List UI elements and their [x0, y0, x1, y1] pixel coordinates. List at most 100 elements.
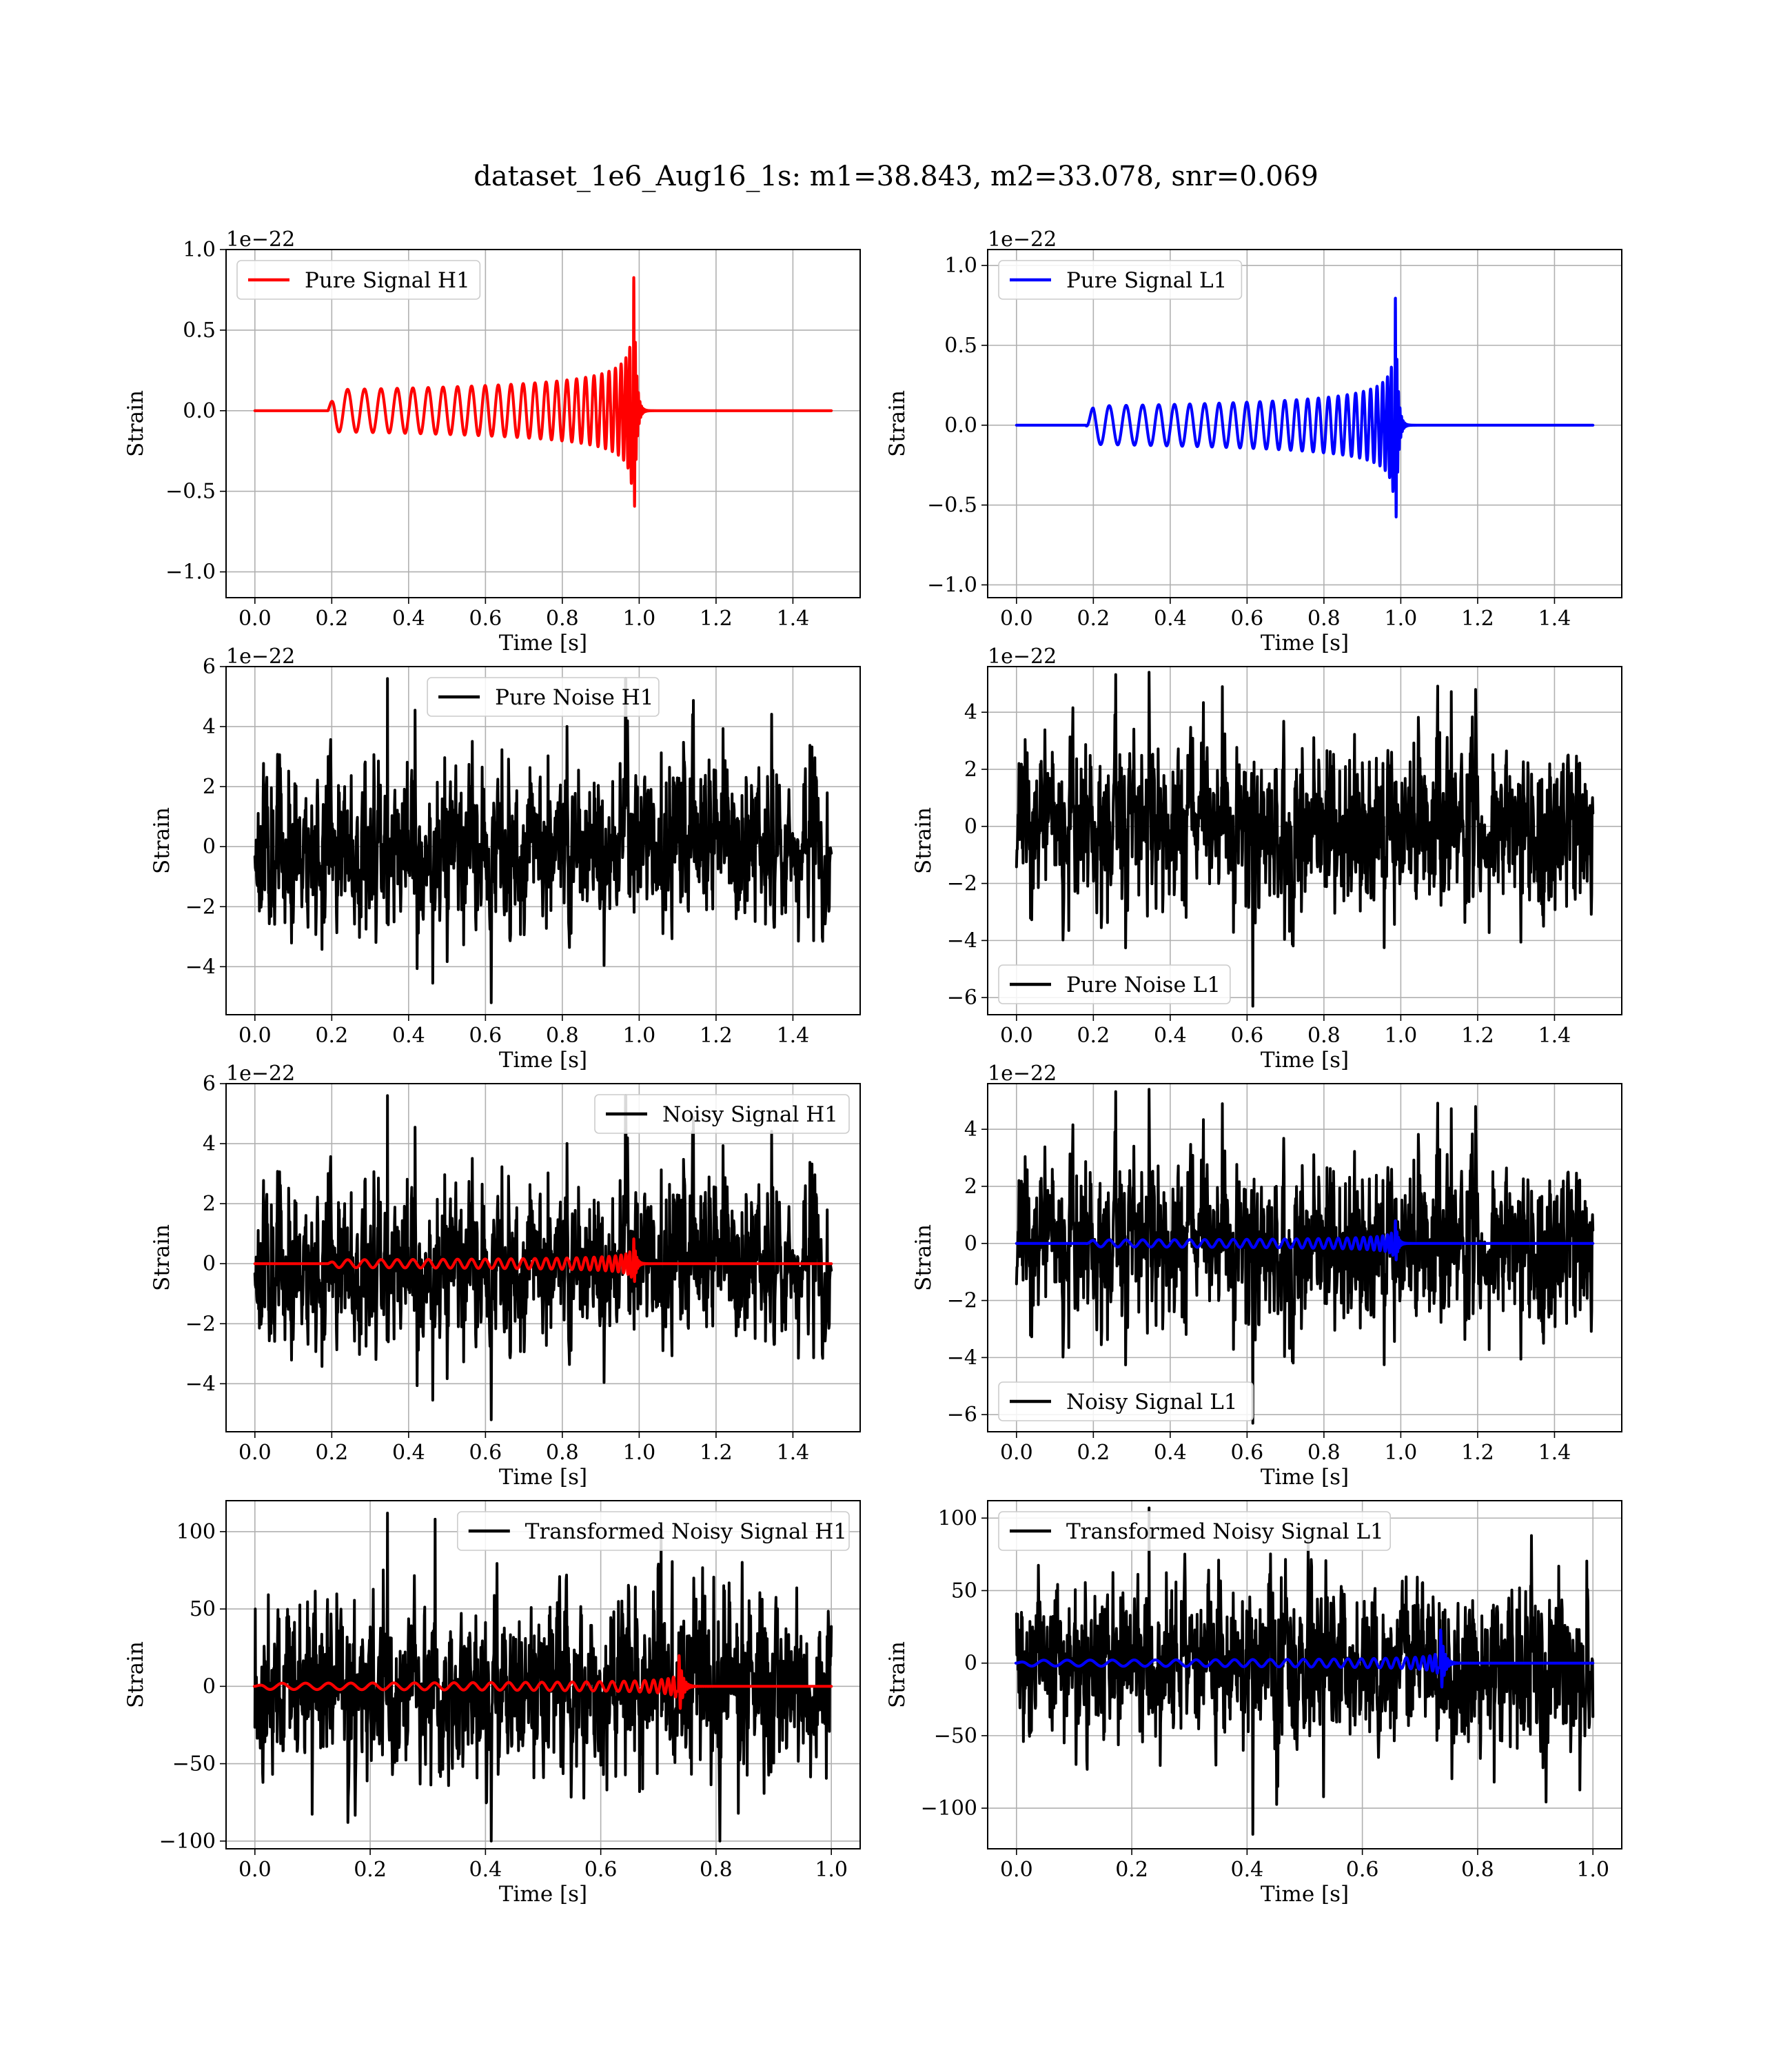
x-tick-label: 1.4 [777, 1024, 810, 1048]
plot-area [1015, 296, 1595, 519]
y-tick-label: 2 [203, 775, 216, 799]
x-axis-label: Time [s] [499, 1882, 587, 1907]
x-tick-label: 0.6 [584, 1858, 618, 1882]
y-tick-label: 0 [203, 1252, 216, 1276]
x-tick-label: 1.0 [1576, 1858, 1609, 1882]
x-tick-label: 0.4 [392, 1441, 425, 1465]
axes-frame [987, 1500, 1622, 1849]
y-tick-label: −4 [947, 1346, 977, 1370]
subplot-pure-signal-l1: 0.0 0.2 0.4 0.6 0.8 1.0 1.2 1.4 −1.0 −0.5 0.0 0.5 1.… [885, 227, 1622, 656]
y-tick-label: 2 [964, 1175, 977, 1199]
x-tick-label: 0.8 [546, 1024, 579, 1048]
x-tick-label: 0.8 [1307, 1024, 1341, 1048]
x-tick-label: 0.4 [469, 1858, 502, 1882]
y-tick-label: −100 [159, 1829, 216, 1854]
y-tick-label: 100 [176, 1520, 216, 1544]
x-tick-label: 0.4 [1154, 1024, 1187, 1048]
x-tick-label: 0.6 [1231, 607, 1264, 631]
signal-line-pure-signal-h1 [253, 276, 833, 508]
x-tick-label: 0.4 [1154, 607, 1187, 631]
x-tick-label: 1.0 [1385, 1441, 1418, 1465]
y-tick-label: −100 [921, 1796, 977, 1821]
x-tick-label: 0.6 [469, 1024, 502, 1048]
x-tick-label: 0.2 [315, 1441, 348, 1465]
axes-frame [987, 1083, 1622, 1432]
x-tick-label: 0.6 [1231, 1441, 1264, 1465]
x-axis-label: Time [s] [1261, 1048, 1349, 1073]
noise-line-pure-noise-l1 [1015, 671, 1595, 1008]
legend-label: Transformed Noisy Signal H1 [525, 1519, 847, 1544]
y-tick-label: 6 [203, 1072, 216, 1096]
x-tick-label: 1.0 [623, 607, 656, 631]
x-tick-label: 0.8 [700, 1858, 733, 1882]
y-tick-label: −4 [185, 1372, 216, 1396]
x-tick-label: 1.4 [1538, 607, 1571, 631]
x-tick-label: 0.2 [1077, 1441, 1110, 1465]
x-tick-label: 0.0 [1000, 1858, 1033, 1882]
y-axis-label: Strain [911, 1224, 936, 1291]
x-tick-label: 1.0 [623, 1441, 656, 1465]
signal-line-pure-signal-l1 [1015, 296, 1595, 519]
y-tick-label: 0 [203, 1674, 216, 1699]
x-tick-label: 0.0 [238, 1858, 272, 1882]
legend-frame [456, 1511, 850, 1551]
y-offset-label: 1e−22 [988, 227, 1057, 252]
x-tick-label: 0.2 [1077, 1024, 1110, 1048]
noise-line-pure-noise-h1 [253, 677, 833, 1004]
legend-frame [998, 1511, 1392, 1551]
legend-frame [594, 1094, 850, 1134]
y-tick-label: −6 [947, 1403, 977, 1427]
noise-line-transformed-noisy-signal-l1 [1015, 1506, 1595, 1836]
plot-area [253, 1094, 833, 1421]
x-tick-label: 1.0 [1385, 607, 1418, 631]
x-tick-label: 0.0 [238, 607, 272, 631]
y-tick-label: 0.0 [183, 399, 216, 423]
x-tick-label: 1.2 [1461, 1441, 1494, 1465]
x-tick-label: 0.4 [1231, 1858, 1264, 1882]
legend-frame [998, 260, 1243, 300]
y-tick-label: 0.5 [944, 334, 977, 358]
y-tick-label: 0 [203, 835, 216, 859]
y-offset-label: 1e−22 [988, 1062, 1057, 1086]
x-axis-label: Time [s] [1261, 1465, 1349, 1490]
legend: Noisy Signal L1 [998, 1381, 1254, 1421]
legend: Noisy Signal H1 [594, 1094, 850, 1134]
y-tick-label: −1.0 [927, 573, 977, 597]
y-tick-label: −2 [185, 895, 216, 919]
axes-frame [987, 666, 1622, 1015]
x-tick-label: 0.6 [1231, 1024, 1264, 1048]
x-tick-label: 0.2 [354, 1858, 387, 1882]
axes-frame [225, 1500, 861, 1849]
x-tick-label: 1.2 [700, 1441, 733, 1465]
signal-line-transformed-noisy-signal-l1 [1014, 1628, 1595, 1689]
x-axis-label: Time [s] [499, 1048, 587, 1073]
signal-line-noisy-signal-l1 [1015, 1219, 1595, 1261]
x-tick-label: 1.4 [777, 607, 810, 631]
legend-label: Transformed Noisy Signal L1 [1066, 1519, 1384, 1544]
y-tick-label: 100 [938, 1506, 977, 1530]
x-tick-label: 1.2 [700, 607, 733, 631]
y-axis-label: Strain [123, 1641, 148, 1708]
y-tick-label: −0.5 [165, 480, 216, 504]
plot-area [252, 1511, 833, 1843]
x-tick-label: 0.6 [1346, 1858, 1379, 1882]
x-tick-label: 0.2 [1115, 1858, 1148, 1882]
axes-frame [225, 1083, 861, 1432]
signal-line-transformed-noisy-signal-h1 [252, 1654, 833, 1710]
y-tick-label: 6 [203, 655, 216, 679]
y-tick-label: 4 [964, 1117, 977, 1142]
y-tick-label: 50 [190, 1597, 216, 1621]
x-tick-label: 0.4 [392, 1024, 425, 1048]
signal-line-noisy-signal-h1 [253, 1237, 833, 1284]
legend-frame [236, 260, 481, 300]
legend-label: Noisy Signal L1 [1066, 1390, 1238, 1415]
x-tick-label: 0.2 [315, 607, 348, 631]
x-axis-label: Time [s] [499, 631, 587, 656]
subplot-noisy-signal-l1: 0.0 0.2 0.4 0.6 0.8 1.0 1.2 1.4 −6 −4 −2 0 2 4 1e−22 Ti… [911, 1062, 1622, 1490]
x-tick-label: 0.8 [546, 1441, 579, 1465]
y-tick-label: −2 [947, 1289, 977, 1313]
plot-area [253, 677, 833, 1004]
subplot-transformed-noisy-signal-h1: 0.0 0.2 0.4 0.6 0.8 1.0 −100 −50 0 50 100 Time [s] S… [123, 1500, 861, 1907]
y-axis-label: Strain [885, 390, 910, 457]
